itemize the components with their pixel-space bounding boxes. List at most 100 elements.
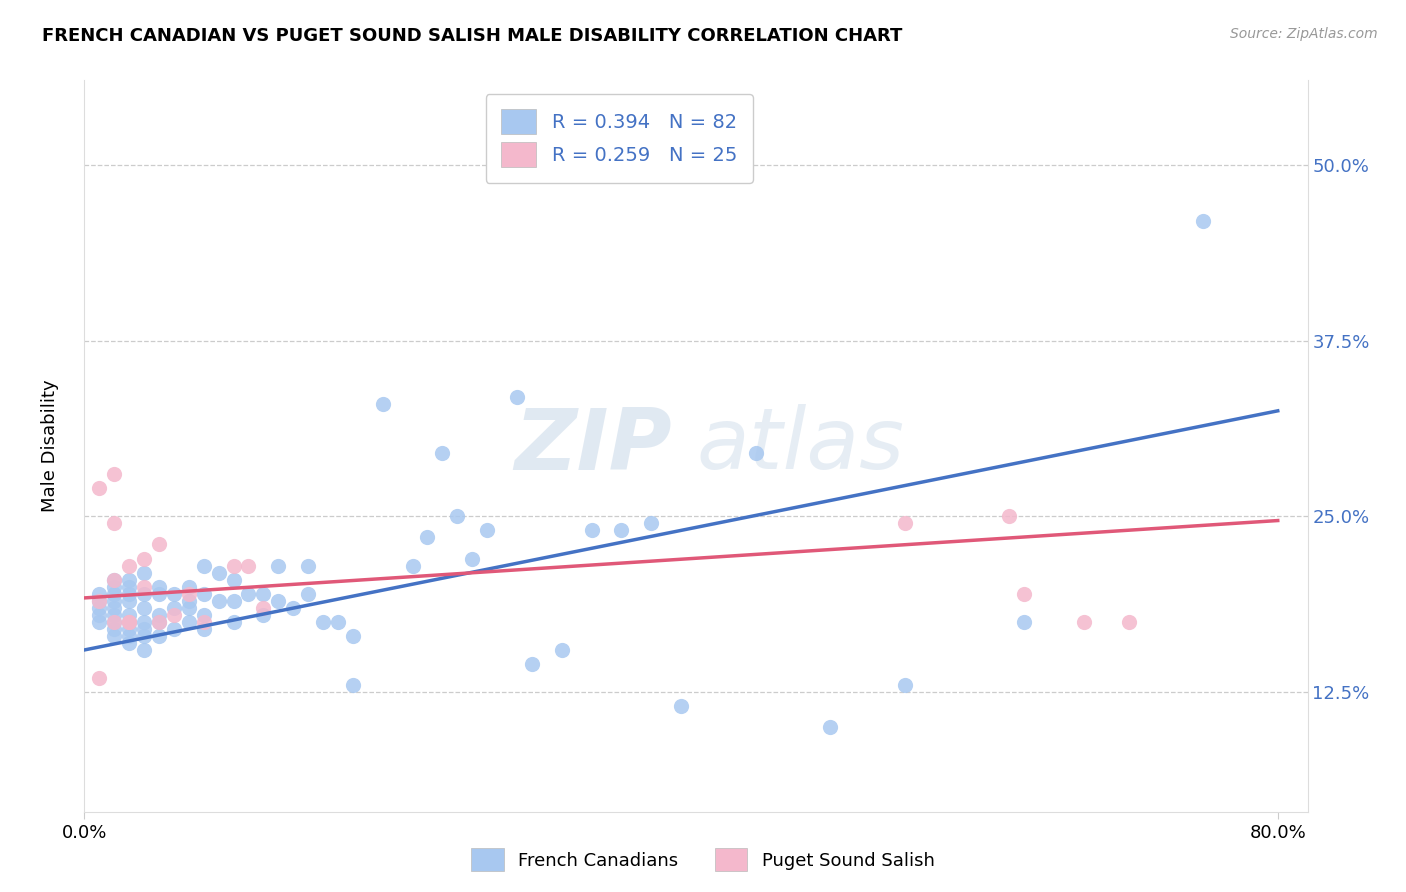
Point	[118, 636, 141, 650]
Point	[103, 622, 125, 636]
Point	[118, 629, 141, 643]
Point	[132, 587, 155, 601]
Point	[551, 643, 574, 657]
Text: Source: ZipAtlas.com: Source: ZipAtlas.com	[1230, 27, 1378, 41]
Text: atlas: atlas	[696, 404, 904, 488]
Point	[401, 558, 423, 573]
Point	[103, 593, 125, 607]
Point	[132, 600, 155, 615]
Point	[89, 607, 111, 622]
Point	[894, 678, 917, 692]
Point	[818, 720, 841, 734]
Point	[193, 587, 215, 601]
Point	[193, 607, 215, 622]
Point	[89, 671, 111, 685]
Point	[238, 587, 260, 601]
Point	[132, 580, 155, 594]
Point	[1012, 587, 1035, 601]
Point	[461, 551, 484, 566]
Point	[342, 629, 364, 643]
Point	[520, 657, 543, 671]
Point	[1118, 615, 1140, 629]
Point	[297, 558, 319, 573]
Point	[163, 607, 186, 622]
Point	[89, 600, 111, 615]
Point	[669, 699, 692, 714]
Point	[177, 593, 200, 607]
Point	[103, 600, 125, 615]
Point	[118, 615, 141, 629]
Point	[132, 622, 155, 636]
Point	[118, 587, 141, 601]
Point	[118, 615, 141, 629]
Point	[581, 524, 603, 538]
Point	[207, 566, 229, 580]
Point	[89, 593, 111, 607]
Point	[416, 530, 439, 544]
Text: FRENCH CANADIAN VS PUGET SOUND SALISH MALE DISABILITY CORRELATION CHART: FRENCH CANADIAN VS PUGET SOUND SALISH MA…	[42, 27, 903, 45]
Point	[132, 643, 155, 657]
Point	[475, 524, 498, 538]
Point	[163, 587, 186, 601]
Point	[148, 615, 170, 629]
Point	[118, 580, 141, 594]
Point	[326, 615, 349, 629]
Point	[103, 587, 125, 601]
Point	[998, 509, 1021, 524]
Text: ZIP: ZIP	[513, 404, 672, 488]
Point	[118, 573, 141, 587]
Point	[118, 558, 141, 573]
Point	[267, 593, 290, 607]
Point	[132, 629, 155, 643]
Point	[222, 558, 245, 573]
Point	[371, 397, 394, 411]
Point	[177, 587, 200, 601]
Point	[148, 615, 170, 629]
Point	[163, 600, 186, 615]
Point	[148, 580, 170, 594]
Point	[89, 587, 111, 601]
Point	[222, 615, 245, 629]
Point	[252, 607, 274, 622]
Point	[297, 587, 319, 601]
Point	[132, 615, 155, 629]
Point	[342, 678, 364, 692]
Point	[103, 573, 125, 587]
Point	[1073, 615, 1095, 629]
Point	[103, 615, 125, 629]
Point	[177, 600, 200, 615]
Y-axis label: Male Disability: Male Disability	[41, 380, 59, 512]
Point	[148, 607, 170, 622]
Point	[148, 629, 170, 643]
Point	[193, 558, 215, 573]
Point	[132, 566, 155, 580]
Point	[118, 593, 141, 607]
Point	[238, 558, 260, 573]
Legend: R = 0.394   N = 82, R = 0.259   N = 25: R = 0.394 N = 82, R = 0.259 N = 25	[485, 94, 752, 183]
Point	[89, 615, 111, 629]
Point	[222, 593, 245, 607]
Point	[432, 446, 454, 460]
Point	[744, 446, 766, 460]
Point	[148, 537, 170, 551]
Point	[1012, 615, 1035, 629]
Point	[894, 516, 917, 531]
Point	[118, 622, 141, 636]
Point	[118, 615, 141, 629]
Point	[148, 587, 170, 601]
Legend: French Canadians, Puget Sound Salish: French Canadians, Puget Sound Salish	[464, 841, 942, 879]
Point	[103, 516, 125, 531]
Point	[177, 580, 200, 594]
Point	[207, 593, 229, 607]
Point	[252, 600, 274, 615]
Point	[118, 607, 141, 622]
Point	[252, 587, 274, 601]
Point	[283, 600, 305, 615]
Point	[177, 615, 200, 629]
Point	[222, 573, 245, 587]
Point	[103, 467, 125, 482]
Point	[446, 509, 468, 524]
Point	[103, 573, 125, 587]
Point	[312, 615, 335, 629]
Point	[163, 622, 186, 636]
